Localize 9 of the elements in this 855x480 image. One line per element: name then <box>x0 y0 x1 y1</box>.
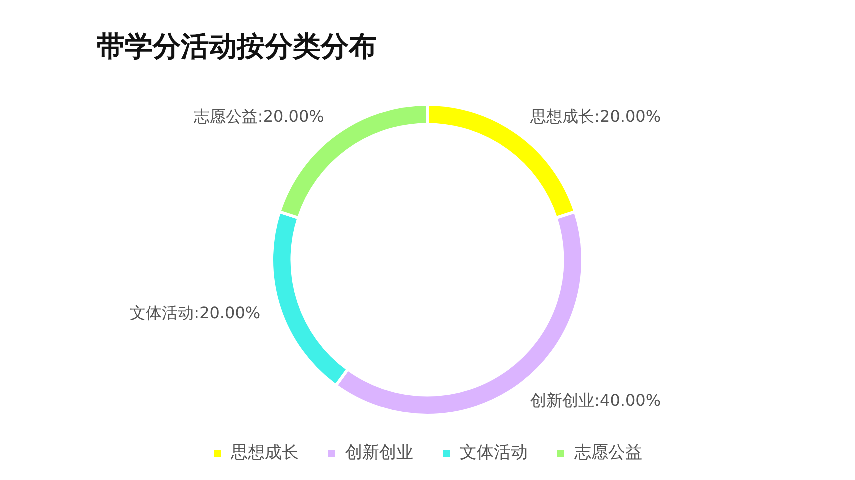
legend-label: 思想成长 <box>230 442 299 463</box>
legend-label: 创新创业 <box>346 442 414 463</box>
legend-label: 志愿公益 <box>574 442 642 463</box>
category-label: 志愿公益:20.00% <box>194 107 324 126</box>
chart-title: 带学分活动按分类分布 <box>97 29 377 65</box>
category-label: 文体活动:20.00% <box>130 303 261 322</box>
category-label: 思想成长:20.00% <box>530 107 662 126</box>
legend-label: 文体活动 <box>460 442 528 463</box>
category-label: 创新创业:40.00% <box>530 391 662 410</box>
